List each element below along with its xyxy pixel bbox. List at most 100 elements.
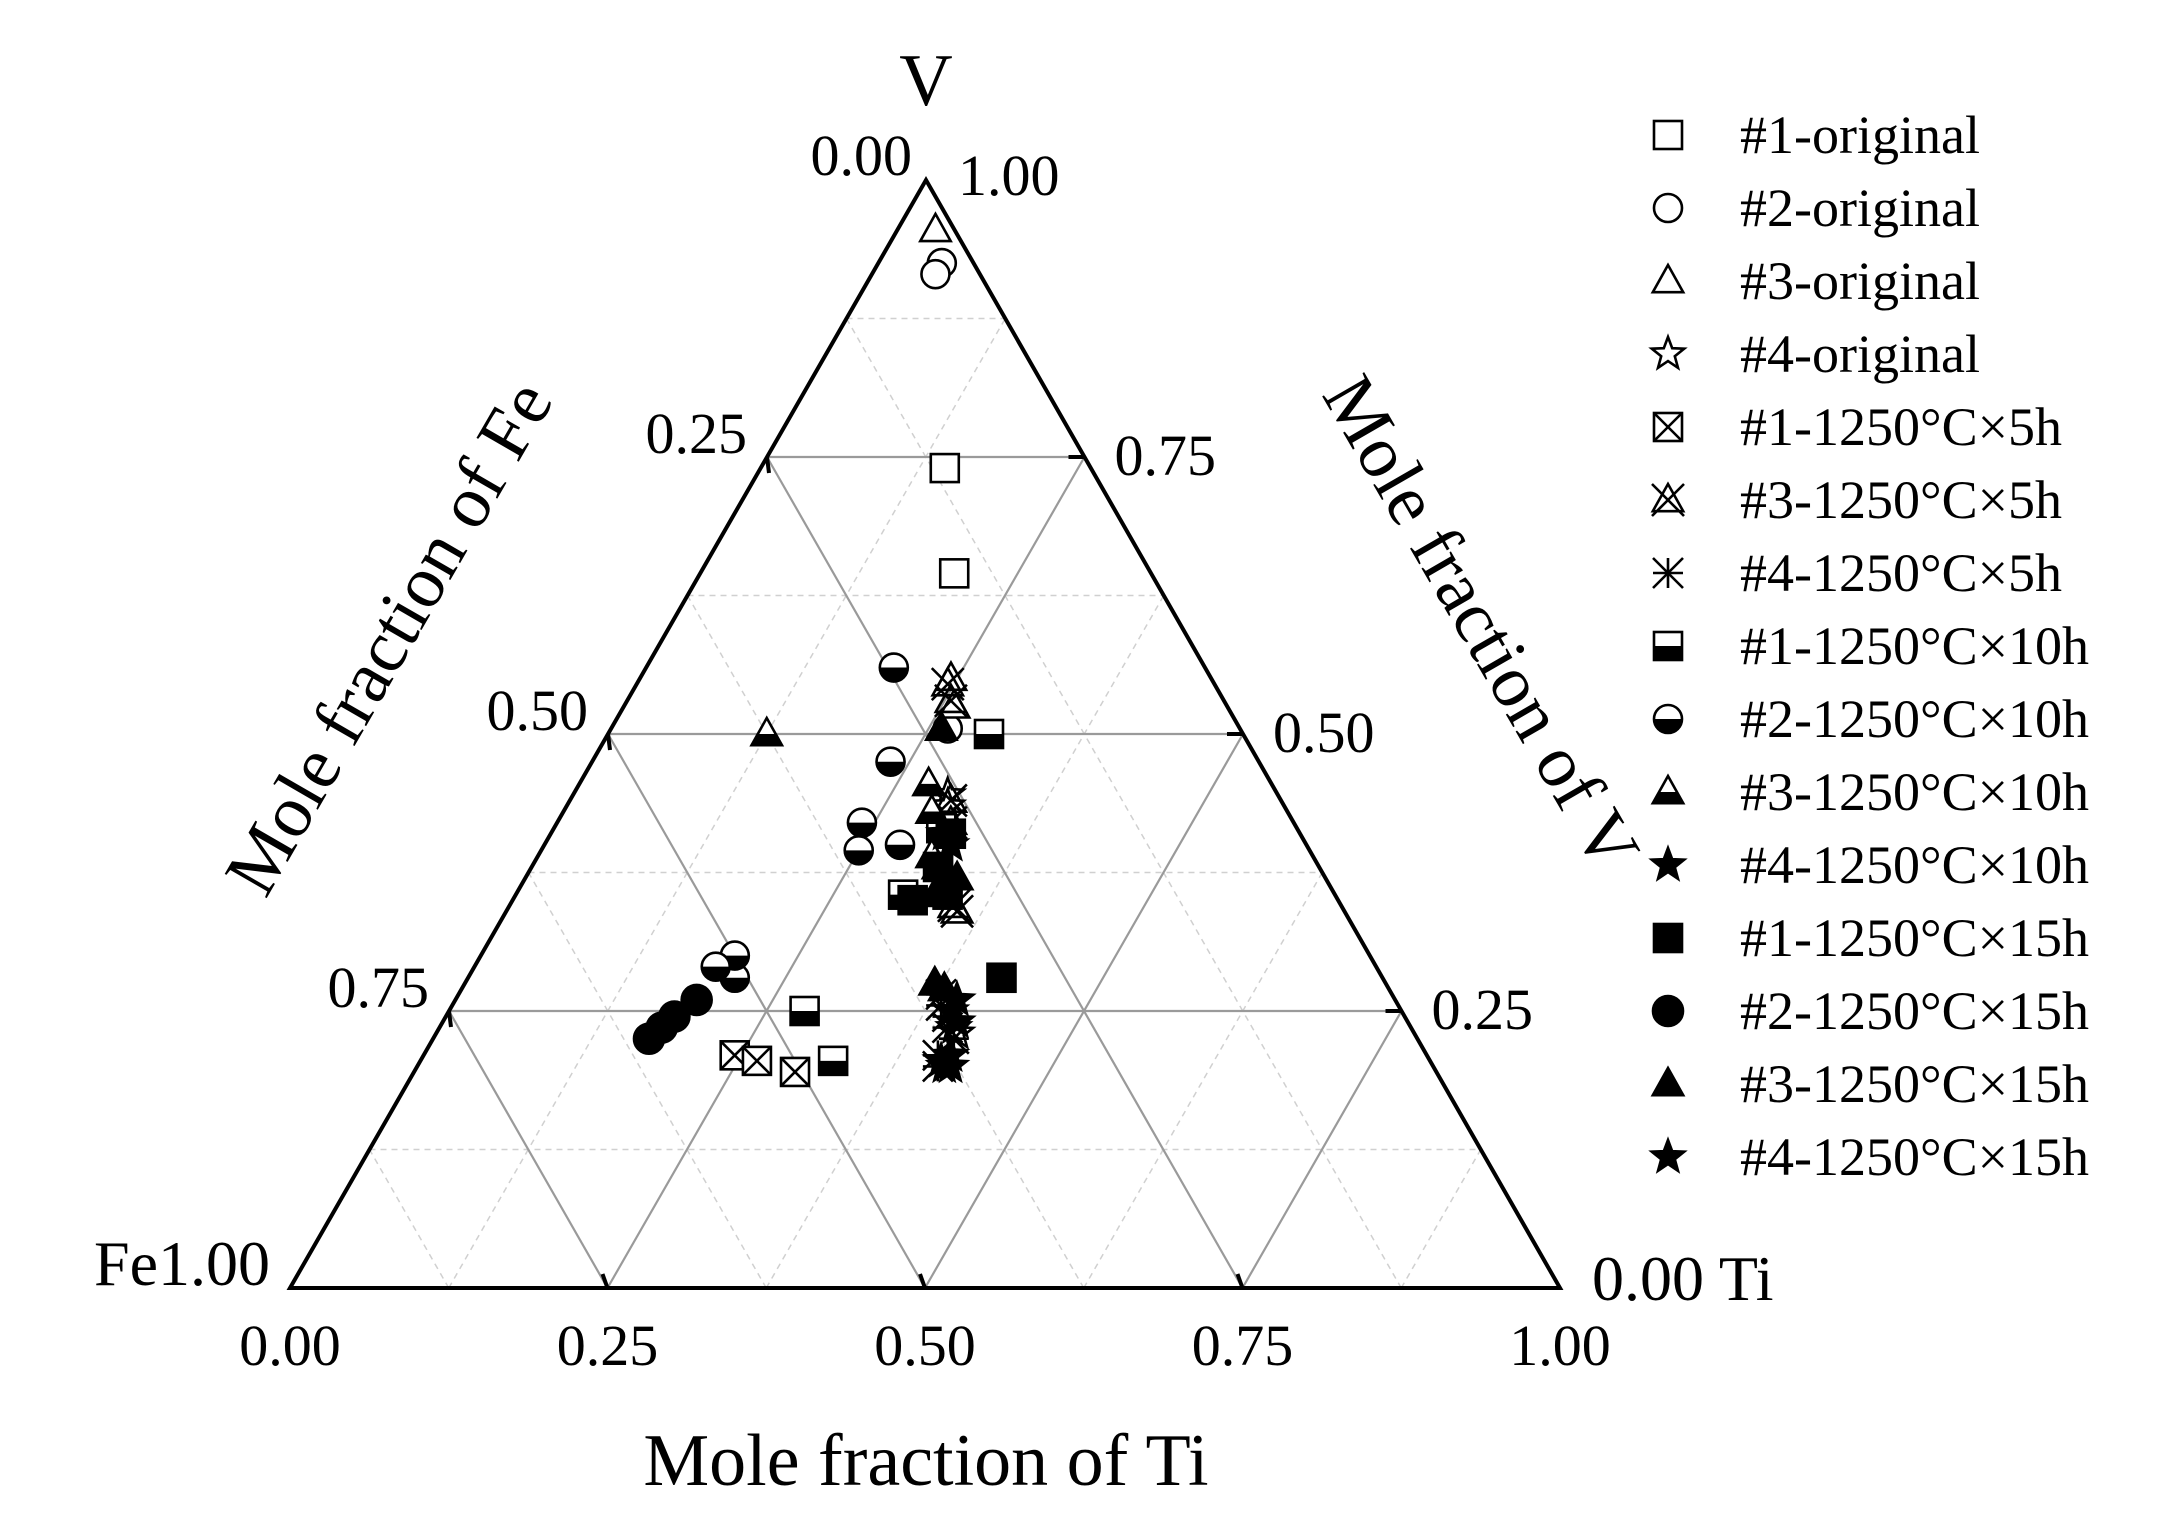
legend-marker — [1652, 411, 1684, 443]
legend-marker — [1650, 262, 1686, 294]
legend-label: #1-1250°C×10h — [1740, 616, 2089, 676]
major-grid-line — [607, 733, 926, 1289]
tick-mark — [606, 733, 612, 751]
legend-item: #3-1250°C×5h — [1650, 470, 2062, 530]
data-point — [846, 807, 878, 838]
data-point — [779, 1056, 811, 1088]
data-point — [843, 835, 875, 866]
data-point — [645, 1011, 679, 1044]
series-14 — [917, 709, 975, 1002]
legend-label: #2-original — [1740, 178, 1980, 238]
legend-label: #1-1250°C×5h — [1740, 397, 2062, 457]
tick-mark — [600, 1273, 610, 1289]
data-point — [923, 709, 959, 741]
series-9 — [700, 652, 916, 994]
series-1 — [929, 452, 970, 589]
legend-marker — [1650, 481, 1686, 517]
axis-title-ti: Mole fraction of Ti — [643, 1420, 1208, 1502]
vertex-label-v: V — [899, 40, 952, 122]
legend-marker — [1652, 922, 1684, 954]
data-point — [749, 715, 785, 747]
tick-label-v: 0.25 — [1432, 977, 1534, 1042]
tick-label-v: 0.50 — [1273, 700, 1375, 765]
legend-label: #1-1250°C×15h — [1740, 908, 2089, 968]
legend-label: #4-1250°C×10h — [1740, 835, 2089, 895]
data-point — [884, 829, 916, 861]
legend: #1-original #2-original #3-original #4-orig… — [1648, 105, 2089, 1187]
legend-label: #3-1250°C×10h — [1740, 762, 2089, 822]
legend-item: #1-original — [1652, 105, 1980, 165]
legend-item: #1-1250°C×15h — [1652, 908, 2089, 968]
series-15 — [921, 990, 971, 1084]
tick-label-ti: 1.00 — [1509, 1313, 1611, 1378]
tick-mark — [1235, 1273, 1245, 1289]
minor-grid-line — [527, 872, 767, 1289]
tick-label-ti: 0.00 — [239, 1313, 341, 1378]
legend-label: #4-1250°C×15h — [1740, 1127, 2089, 1187]
corner-label-fe: Fe1.00 — [94, 1228, 270, 1299]
data-point — [973, 718, 1005, 750]
legend-item: #4-1250°C×10h — [1648, 835, 2089, 895]
tick-label-v: 0.75 — [1115, 423, 1217, 488]
legend-marker — [1652, 557, 1684, 589]
data-point — [938, 558, 970, 589]
major-grid-line — [924, 733, 1244, 1289]
major-grid-line — [1241, 1010, 1403, 1289]
series-13 — [632, 983, 713, 1055]
series-5 — [719, 1040, 811, 1088]
legend-label: #4-1250°C×5h — [1740, 543, 2062, 603]
corner-label-v-right: 1.00 — [958, 143, 1060, 208]
legend-item: #4-original — [1648, 324, 1980, 384]
legend-item: #3-1250°C×15h — [1650, 1054, 2089, 1114]
legend-item: #3-original — [1650, 251, 1980, 311]
legend-label: #2-1250°C×10h — [1740, 689, 2089, 749]
legend-marker — [1652, 119, 1684, 151]
data-point — [922, 851, 954, 883]
data-point — [930, 990, 971, 1028]
data-point — [789, 995, 820, 1027]
legend-marker — [1648, 1136, 1688, 1174]
major-grid-line — [606, 456, 1086, 1289]
data-point — [700, 951, 732, 982]
legend-label: #3-original — [1740, 251, 1980, 311]
minor-grid-line — [368, 1149, 450, 1289]
legend-item: #1-1250°C×10h — [1652, 616, 2089, 676]
corner-label-v-left: 0.00 — [811, 123, 913, 188]
legend-item: #2-original — [1652, 178, 1980, 238]
legend-item: #2-1250°C×10h — [1652, 689, 2089, 749]
major-grid — [448, 455, 1403, 1289]
tick-mark — [447, 1010, 453, 1028]
legend-label: #4-original — [1740, 324, 1980, 384]
legend-marker — [1652, 630, 1684, 662]
data-points — [632, 211, 1017, 1088]
tick-mark — [918, 1273, 927, 1289]
legend-item: #3-1250°C×10h — [1650, 762, 2089, 822]
legend-item: #1-1250°C×5h — [1652, 397, 2062, 457]
tick-label-fe: 0.25 — [646, 401, 748, 466]
legend-item: #2-1250°C×15h — [1651, 981, 2089, 1041]
data-point — [911, 765, 947, 797]
minor-grid-line — [1400, 1149, 1482, 1289]
legend-label: #2-1250°C×15h — [1740, 981, 2089, 1041]
tick-label-ti: 0.25 — [557, 1313, 659, 1378]
tick-label-ti: 0.75 — [1192, 1313, 1294, 1378]
data-point — [918, 211, 953, 243]
data-point — [926, 970, 962, 1002]
tick-label-fe: 0.75 — [328, 955, 430, 1020]
legend-marker — [1650, 1065, 1686, 1097]
data-point — [929, 452, 961, 484]
data-point — [875, 746, 906, 778]
data-point — [878, 652, 910, 683]
legend-label: #3-1250°C×5h — [1740, 470, 2062, 530]
data-point — [680, 983, 713, 1017]
data-point — [923, 875, 959, 908]
major-grid-line — [766, 456, 1244, 1289]
minor-grid-line — [765, 595, 1165, 1289]
legend-marker — [1651, 994, 1685, 1028]
legend-marker — [1648, 844, 1688, 882]
tick-label-fe: 0.50 — [487, 678, 589, 743]
data-point — [920, 258, 951, 290]
legend-marker — [1652, 703, 1684, 735]
legend-marker — [1648, 333, 1688, 371]
